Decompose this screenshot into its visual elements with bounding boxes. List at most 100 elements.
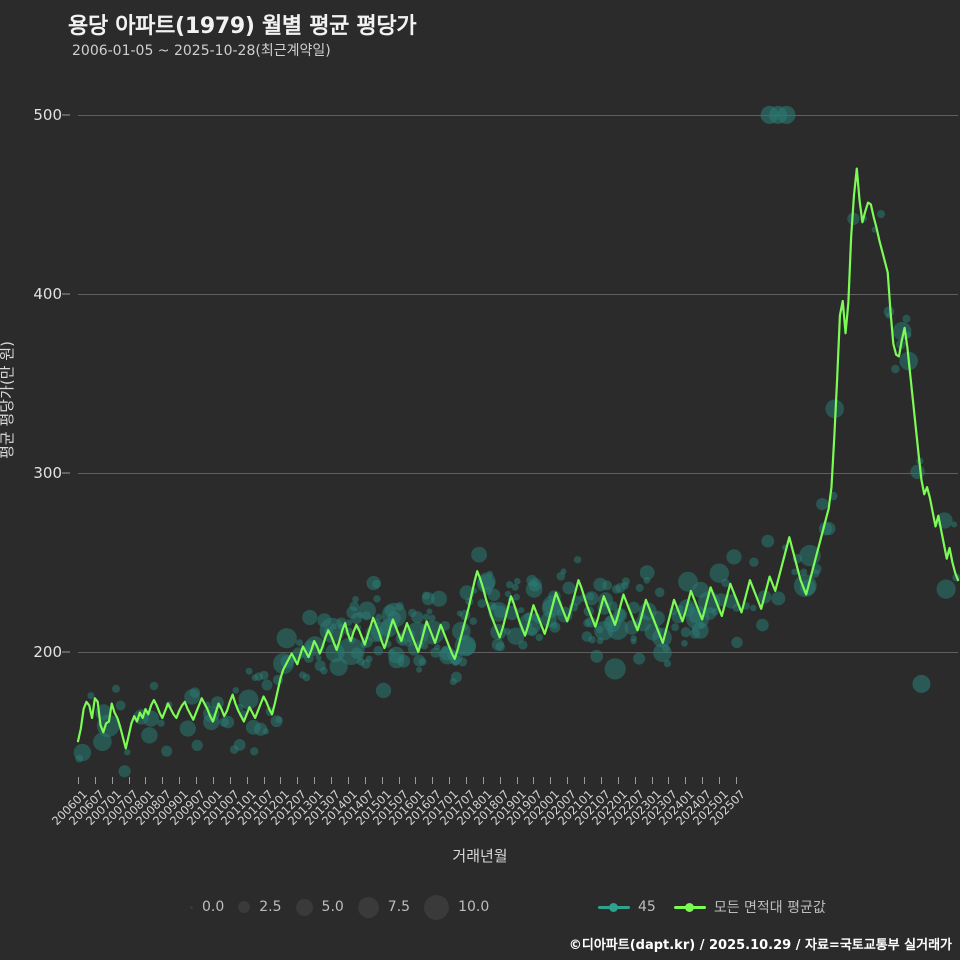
scatter-point [372, 579, 381, 589]
x-tick-mark-200801 [145, 777, 147, 784]
scatter-point [261, 679, 273, 691]
scatter-point [221, 715, 235, 729]
scatter-point [157, 719, 165, 727]
scatter-point [330, 623, 337, 630]
scatter-point [426, 608, 433, 615]
x-tick-mark-201807 [499, 777, 501, 784]
scatter-point [621, 577, 630, 586]
scatter-point [397, 654, 411, 668]
x-tick-mark-202207 [634, 777, 636, 784]
scatter-point [112, 684, 120, 693]
scatter-point [149, 681, 159, 691]
page-subtitle: 2006-01-05 ~ 2025-10-28(최근계약일) [72, 43, 331, 59]
scatter-point [731, 636, 743, 649]
x-tick-mark-202301 [651, 777, 653, 784]
scatter-point [507, 627, 525, 645]
x-tick-mark-201707 [465, 777, 467, 784]
scatter-point [639, 565, 655, 580]
size-legend-dot-icon [357, 896, 379, 918]
series-legend-item-45[interactable]: 45 [598, 899, 656, 915]
scatter-point [573, 556, 582, 564]
scatter-point [411, 611, 424, 624]
scatter-point [771, 591, 786, 606]
series-legend: 45 모든 면적대 평균값 [598, 890, 844, 924]
scatter-point [518, 640, 528, 650]
scatter-point [726, 549, 742, 565]
x-tick-mark-201607 [432, 777, 434, 784]
scatter-point [635, 583, 644, 592]
size-legend-item-2.5[interactable]: 2.5 [238, 899, 282, 915]
size-legend-label: 7.5 [387, 899, 411, 915]
scatter-point [375, 682, 392, 699]
size-legend-item-5.0[interactable]: 5.0 [295, 898, 344, 916]
scatter-point [375, 613, 383, 621]
scatter-point [276, 628, 297, 649]
scatter-point [189, 687, 201, 698]
series-legend-label: 45 [638, 899, 656, 915]
plot-area [73, 97, 960, 778]
x-tick-mark-202001 [550, 777, 552, 784]
scatter-point [680, 627, 691, 638]
scatter-point [711, 608, 719, 616]
scatter-point-outlier [912, 674, 931, 693]
scatter-point [504, 590, 511, 597]
size-legend-dot-icon [238, 901, 251, 913]
size-legend-item-10.0[interactable]: 10.0 [424, 894, 489, 920]
y-tick-mark-300 [62, 472, 70, 474]
x-tick-mark-201101 [246, 777, 248, 784]
size-legend-item-0.0[interactable]: 0.0 [190, 899, 224, 915]
scatter-point [652, 627, 672, 648]
series-legend-item-모든 면적대 평균값[interactable]: 모든 면적대 평균값 [673, 897, 826, 917]
x-axis-title: 거래년월 [452, 847, 508, 865]
scatter-point-outlier [777, 105, 796, 124]
scatter-point [761, 534, 775, 548]
size-legend-label: 2.5 [259, 899, 282, 915]
scatter-point [876, 210, 886, 219]
x-tick-mark-201407 [364, 777, 366, 784]
x-tick-mark-200701 [111, 777, 113, 784]
size-legend-dot-icon [190, 905, 193, 909]
y-tick-label-300: 300 [33, 463, 62, 482]
x-tick-mark-200907 [196, 777, 198, 784]
scatter-point [345, 619, 353, 626]
x-tick-mark-200601 [78, 777, 79, 784]
scatter-point [115, 700, 126, 711]
scatter-point [584, 591, 599, 606]
size-legend: 0.0 2.5 5.0 7.5 10.0 [190, 890, 503, 924]
y-tick-label-500: 500 [33, 105, 62, 124]
scatter-point [245, 667, 253, 675]
scatter-point [420, 642, 429, 650]
scatter-point [902, 314, 911, 323]
scatter-point [560, 568, 567, 575]
scatter-point [513, 593, 520, 601]
scatter-point [141, 727, 158, 744]
scatter-point [352, 596, 359, 603]
x-tick-mark-201501 [381, 777, 383, 784]
footer-credit: ©디아파트(dapt.kr) / 2025.10.29 / 자료=국토교통부 실… [568, 938, 952, 953]
scatter-point [73, 743, 92, 762]
x-tick-mark-200607 [94, 777, 96, 784]
scatter-point [822, 522, 836, 536]
scatter-point [118, 765, 131, 778]
scatter-point [750, 604, 757, 612]
y-tick-label-200: 200 [33, 642, 62, 661]
size-legend-dot-icon [295, 898, 313, 916]
size-legend-label: 5.0 [321, 899, 344, 915]
scatter-point [373, 645, 384, 656]
x-tick-mark-200901 [179, 777, 181, 784]
scatter-point [469, 617, 478, 625]
x-tick-mark-201507 [398, 777, 400, 784]
x-axis: 200601 200607 200701 200707 200801 200807 2009… [49, 777, 958, 847]
size-legend-item-7.5[interactable]: 7.5 [357, 896, 411, 918]
chart-canvas [73, 105, 960, 778]
series-legend-marker-icon [673, 901, 706, 913]
scatter-point [671, 623, 679, 632]
scatter-point [420, 620, 445, 645]
page-title: 용당 아파트(1979) 월별 평균 평당가 [68, 14, 417, 39]
x-tick-mark-201701 [449, 777, 451, 784]
scatter-series-45 [73, 105, 960, 778]
scatter-point [457, 637, 476, 656]
scatter-point [428, 614, 436, 622]
x-tick-mark-202107 [600, 777, 602, 784]
scatter-point [847, 212, 860, 225]
